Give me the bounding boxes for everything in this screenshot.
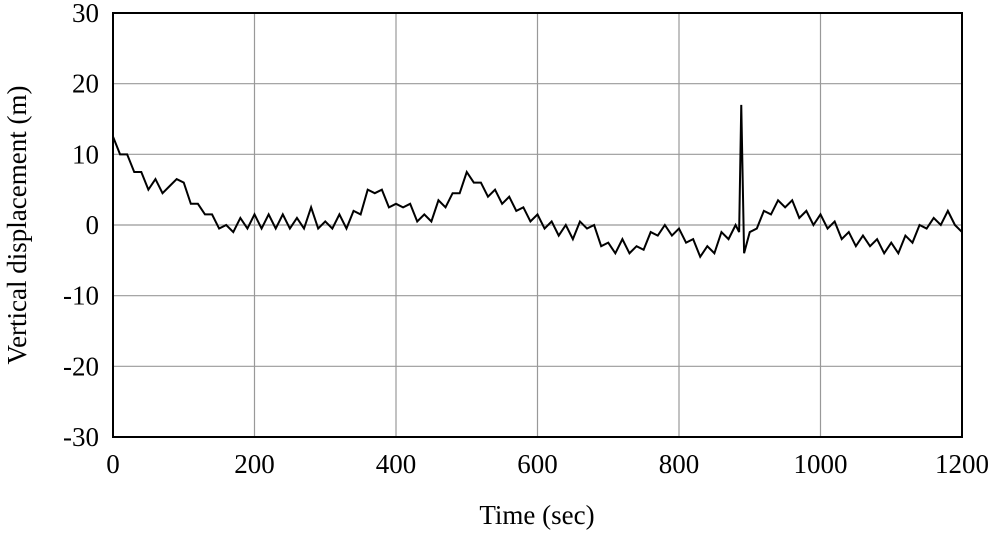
y-tick-label: 10 bbox=[72, 139, 99, 169]
y-tick-label: -10 bbox=[63, 281, 99, 311]
y-tick-label: 0 bbox=[86, 210, 100, 240]
data-line bbox=[112, 104, 963, 259]
y-tick-label: -20 bbox=[63, 351, 99, 381]
y-tick-label: 30 bbox=[72, 0, 99, 28]
x-tick-label: 1000 bbox=[794, 449, 848, 479]
x-tick-label: 600 bbox=[517, 449, 558, 479]
y-tick-label: -30 bbox=[63, 422, 99, 452]
x-tick-label: 1200 bbox=[935, 449, 989, 479]
y-tick-label: 20 bbox=[72, 69, 99, 99]
x-tick-label: 200 bbox=[234, 449, 275, 479]
x-axis-title: Time (sec) bbox=[479, 500, 594, 530]
x-tick-label: 800 bbox=[659, 449, 700, 479]
x-tick-label: 0 bbox=[106, 449, 120, 479]
y-axis-title: Vertical displacement (m) bbox=[2, 86, 32, 365]
x-tick-label: 400 bbox=[376, 449, 417, 479]
plot-frame bbox=[112, 12, 963, 438]
